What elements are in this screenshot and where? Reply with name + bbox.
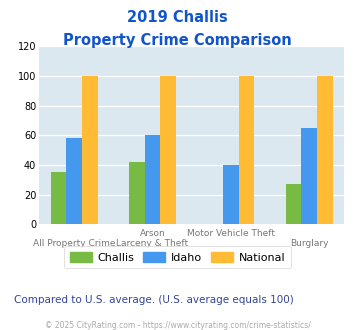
Text: All Property Crime: All Property Crime — [33, 239, 115, 248]
Bar — [82, 76, 98, 224]
Text: 2019 Challis: 2019 Challis — [127, 10, 228, 25]
Bar — [66, 138, 82, 224]
Text: Arson: Arson — [140, 229, 165, 238]
Bar — [145, 135, 160, 224]
Text: Property Crime Comparison: Property Crime Comparison — [63, 33, 292, 48]
Bar — [129, 162, 145, 224]
Text: Larceny & Theft: Larceny & Theft — [116, 239, 189, 248]
Text: Burglary: Burglary — [290, 239, 328, 248]
Legend: Challis, Idaho, National: Challis, Idaho, National — [64, 246, 291, 268]
Text: © 2025 CityRating.com - https://www.cityrating.com/crime-statistics/: © 2025 CityRating.com - https://www.city… — [45, 321, 310, 330]
Bar — [51, 172, 66, 224]
Bar — [239, 76, 254, 224]
Text: Motor Vehicle Theft: Motor Vehicle Theft — [187, 229, 275, 238]
Text: Compared to U.S. average. (U.S. average equals 100): Compared to U.S. average. (U.S. average … — [14, 295, 294, 305]
Bar — [223, 165, 239, 224]
Bar — [160, 76, 176, 224]
Bar — [286, 184, 301, 224]
Bar — [317, 76, 333, 224]
Bar — [301, 128, 317, 224]
